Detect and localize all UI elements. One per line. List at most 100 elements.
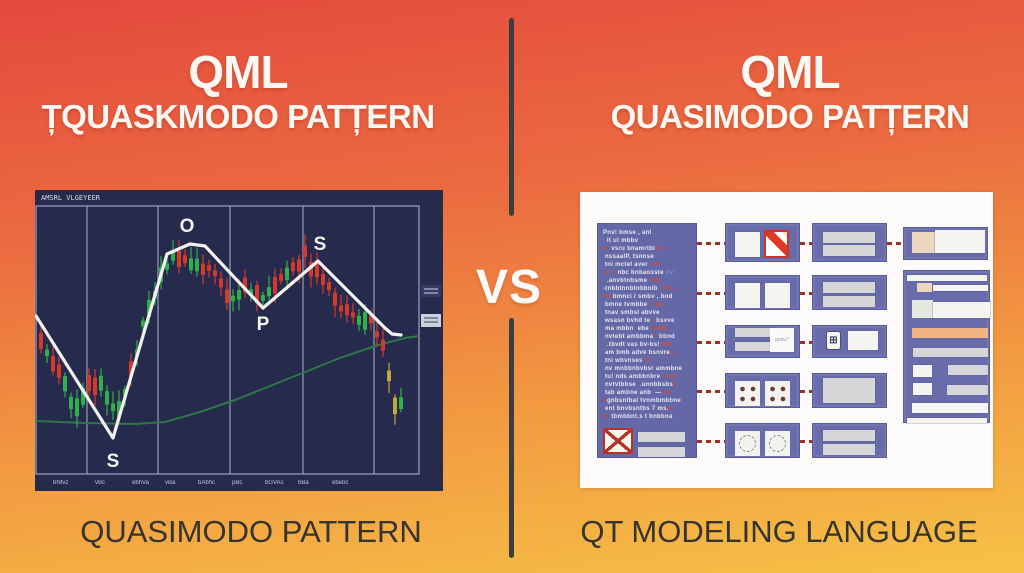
candle-body — [117, 401, 121, 419]
code-line: ent bnvbsntbs 7 ms.n! — [603, 406, 675, 412]
candle-body — [177, 250, 181, 267]
code-line: tu! nds ambbnbre , tv2 — [603, 374, 676, 380]
white-bar — [907, 275, 987, 281]
divider-bottom — [509, 318, 514, 558]
gray-bar — [823, 282, 875, 293]
candle-body — [279, 274, 283, 281]
dashed-connector — [800, 292, 812, 295]
chart-background — [35, 190, 443, 491]
gray-bar — [947, 385, 988, 395]
dots-square — [765, 381, 790, 406]
code-line: nssaalP, tsnnse — [603, 254, 655, 260]
gray-bar — [823, 430, 875, 441]
vs-label: VS — [475, 261, 543, 314]
text-chip: gonu? — [770, 328, 794, 352]
candle-body — [237, 290, 241, 300]
candle-body — [345, 304, 349, 316]
qml-code-lines: Pnv! bmse , anl it ul mbbv n! vsru bnamrt… — [603, 229, 695, 421]
code-line: nv mnbbnbvbsr ammbne — [603, 366, 683, 372]
candle-body — [111, 403, 115, 412]
white-square — [735, 232, 760, 257]
candle-body — [297, 259, 301, 272]
divider-top — [509, 18, 514, 216]
gray-bar — [948, 365, 988, 375]
orange-bar — [912, 328, 988, 338]
code-line: nvtvtbbse .unnbbsbs2 — [603, 382, 677, 388]
white-bar — [912, 403, 988, 413]
gray-bar — [823, 232, 875, 243]
candle-body — [69, 396, 73, 410]
code-line: wsasn bvhd te i bsvve — [603, 318, 675, 324]
x-axis-tick: vBc — [95, 480, 105, 486]
code-line: am bmb adve bsnvres — [603, 350, 674, 356]
candle-body — [333, 292, 337, 306]
x-axis-tick: vBa — [165, 480, 176, 486]
candle-body — [255, 285, 259, 304]
dashed-connector — [800, 440, 812, 443]
plus-icon: ⊞ — [826, 331, 841, 350]
candle-body — [261, 295, 265, 301]
white-square — [913, 365, 932, 377]
gray-bar — [913, 348, 988, 357]
price-tag — [421, 285, 441, 297]
candle-body — [225, 289, 229, 303]
code-line: tni wbvnses e! — [603, 358, 651, 364]
candle-body — [327, 282, 331, 291]
x-axis-tick: pBc — [232, 480, 242, 486]
candle-body — [285, 267, 289, 281]
right-title: QML — [740, 46, 840, 98]
x-axis-tick: ebhVa — [132, 480, 150, 486]
x-axis-tick: bNfvz — [53, 480, 68, 486]
candle-body — [273, 276, 277, 294]
right-title-block: QML QUASIMODO PATȚERN — [534, 48, 1024, 136]
candle-body — [267, 287, 271, 297]
candle-body — [387, 370, 391, 382]
candle-body — [399, 397, 403, 410]
candle-body — [321, 273, 325, 285]
pattern-label-O: O — [180, 216, 195, 237]
pattern-label-S: S — [107, 451, 120, 472]
tan-square — [917, 283, 932, 292]
candle-body — [309, 261, 313, 277]
red-slash-square — [764, 230, 789, 258]
white-bar — [848, 331, 878, 350]
plot-border — [35, 205, 420, 475]
gray-bar — [638, 447, 685, 457]
candle-body — [81, 387, 85, 405]
dashed-connector — [800, 390, 812, 393]
code-line: bmne tvmbbe ? da — [603, 302, 663, 308]
candle-body — [75, 398, 79, 417]
candle-body — [213, 270, 217, 277]
code-line: rv: i nbc bnbaosste #v! — [603, 270, 676, 276]
white-bar — [935, 230, 985, 253]
pattern-label-S: S — [314, 234, 327, 255]
code-line: nvtebt ambbma? bbnd — [603, 334, 676, 340]
white-square — [913, 383, 932, 395]
code-line: tni mctel aver vh — [603, 262, 660, 268]
white-square — [765, 283, 790, 308]
white-bar — [933, 302, 990, 318]
candle-body — [57, 364, 61, 378]
code-line: -tnbbtnnbtnbbnlb ! hm — [603, 286, 674, 292]
right-subtitle: QUASIMODO PATȚERN — [610, 98, 970, 135]
component-box — [903, 270, 990, 423]
qml-code-diagram-card: Pnv! bmse , anl it ul mbbv n! vsru bnamrt… — [580, 192, 993, 488]
candle-body — [195, 258, 199, 272]
candle-body — [381, 339, 385, 351]
dashed-connector — [800, 242, 812, 245]
candle-body — [339, 305, 343, 312]
candle-body — [315, 263, 319, 278]
x-axis-tick: bGVAc — [265, 480, 284, 486]
candle-body — [249, 289, 253, 295]
x-axis-tick: bBa — [298, 480, 309, 486]
white-square — [735, 283, 760, 308]
candle-body — [291, 262, 295, 272]
gray-bar — [823, 444, 875, 455]
code-line: tnav smbsl abvve — [603, 310, 660, 316]
code-line: n! vsru bnamrtbl 2-i — [603, 246, 666, 252]
moving-average-line — [35, 335, 420, 426]
code-line: .tbvdt vas bv-bs! bvs — [603, 342, 673, 348]
candle-body — [189, 258, 193, 271]
